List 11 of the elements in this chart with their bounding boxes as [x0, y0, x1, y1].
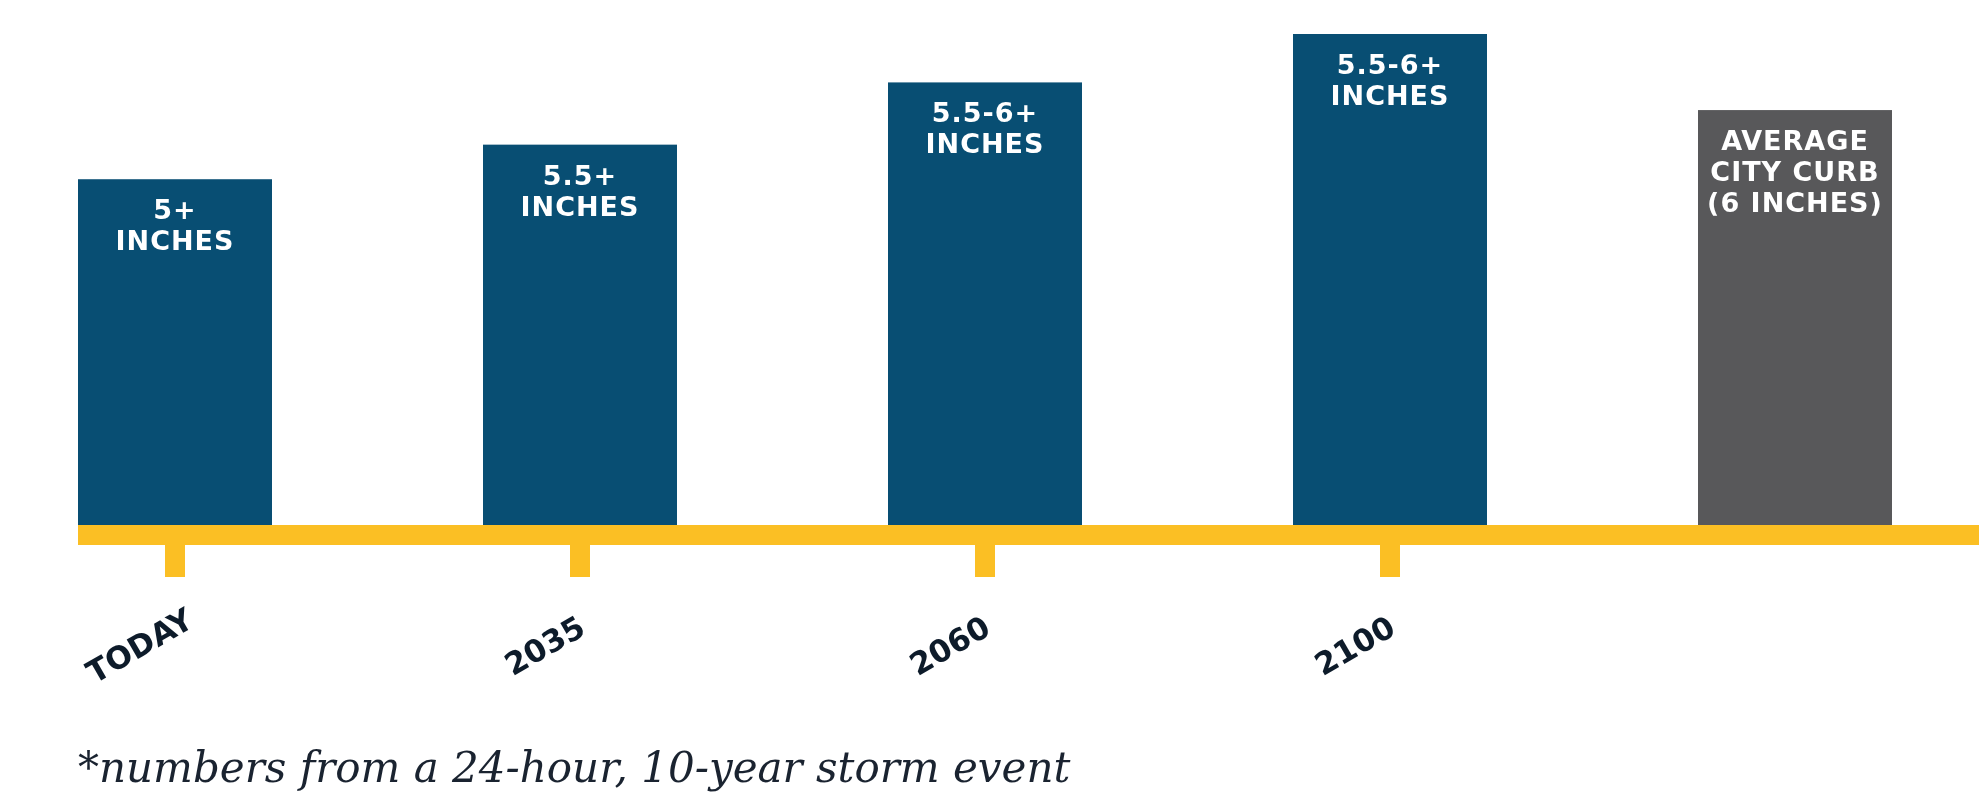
bar [1293, 34, 1487, 525]
data-label: AVERAGE CITY CURB (6 INCHES) [1707, 125, 1883, 219]
data-label: 5.5+ INCHES [520, 159, 640, 222]
text: *numbers from a 24-hour, 10-year storm event [78, 743, 1071, 792]
data-label: 5.5-6+ INCHES [1330, 49, 1450, 111]
data-label: 5.5-6+ INCHES [925, 97, 1045, 160]
bar [483, 144, 677, 525]
bar [78, 179, 272, 525]
bar [1698, 110, 1892, 525]
bar [888, 82, 1082, 525]
data-label: 5+ INCHES [115, 194, 235, 257]
